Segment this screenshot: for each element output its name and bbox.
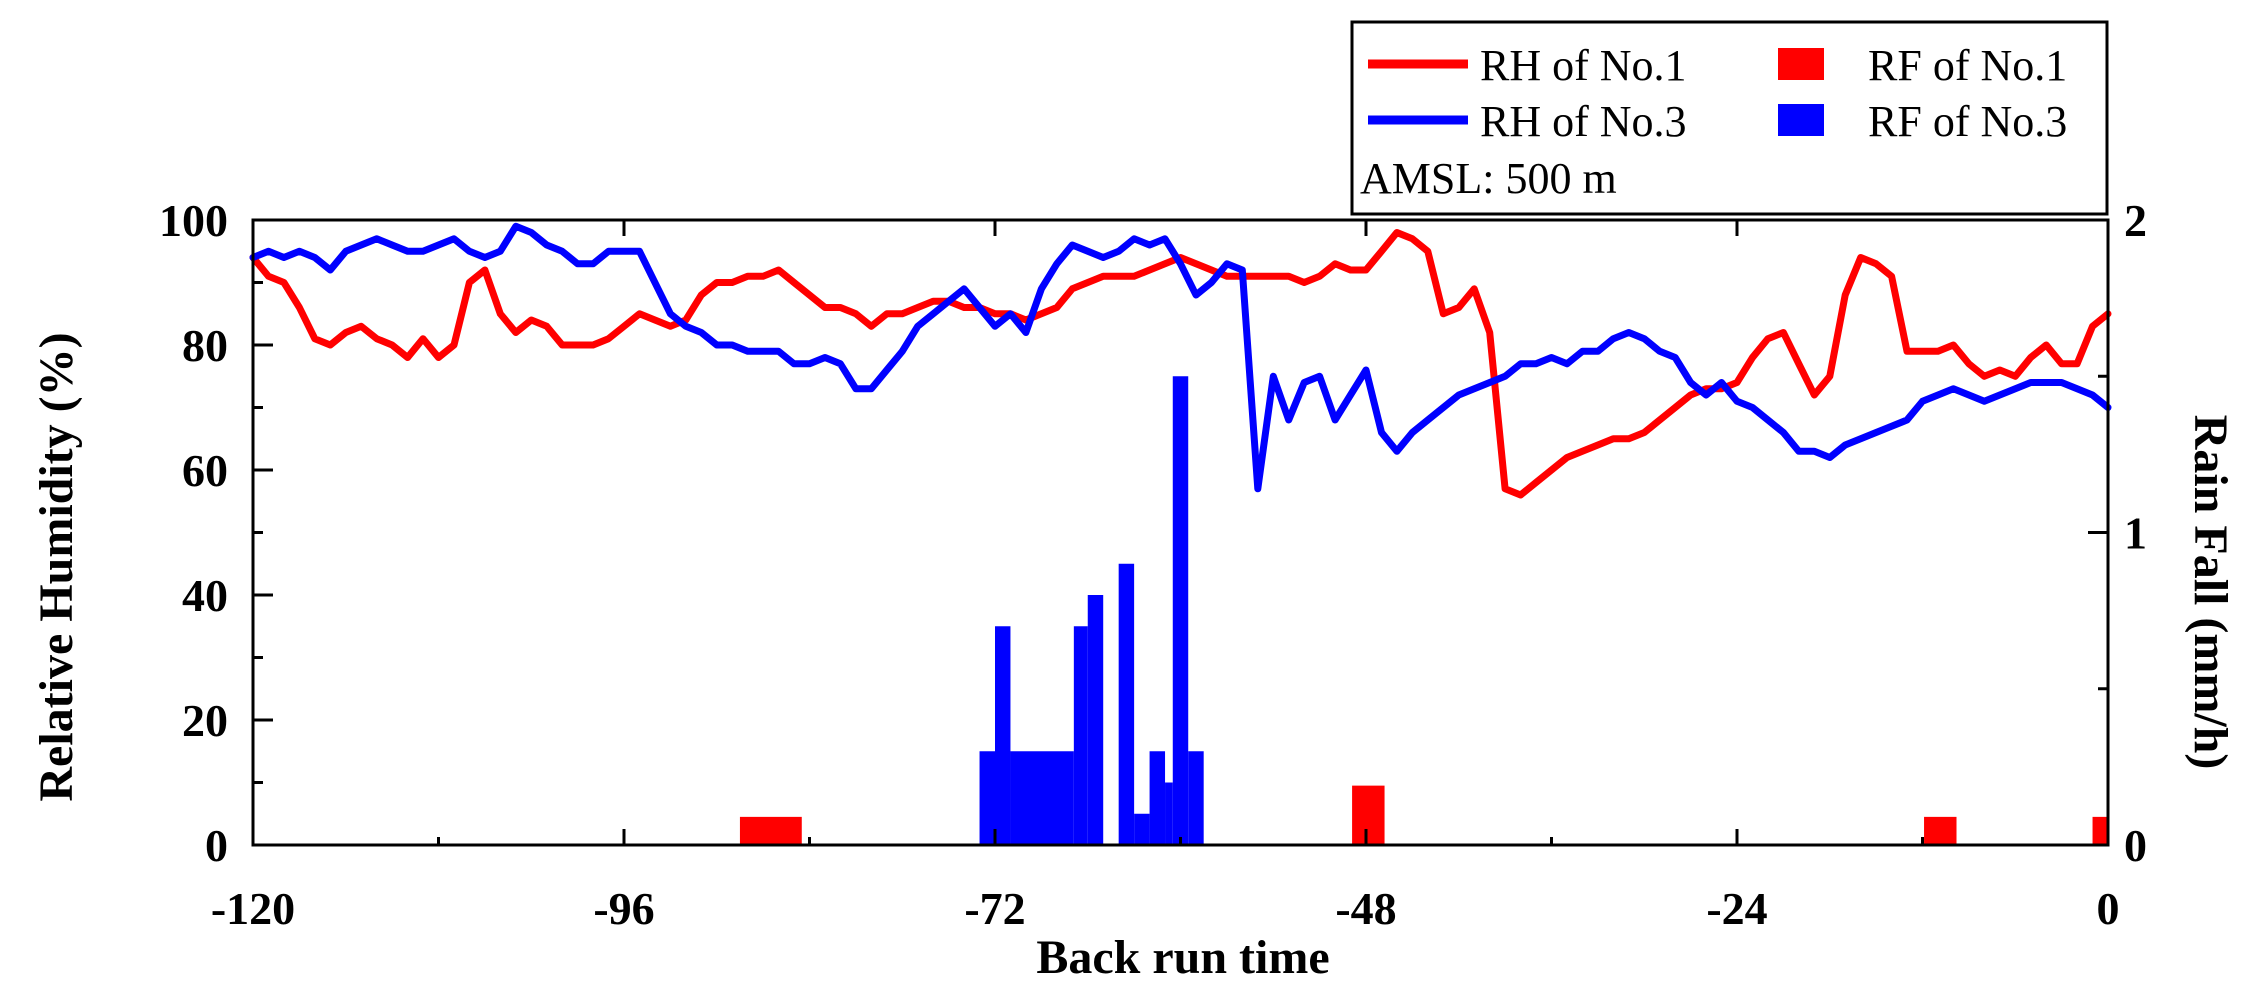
rf-of-no-3-bar-1 — [995, 626, 1011, 845]
legend-note-amsl: AMSL: 500 m — [1360, 154, 1617, 203]
legend-label-rf-no1: RF of No.1 — [1868, 41, 2067, 90]
rf-of-no-3-bar-7 — [1149, 751, 1166, 845]
y-tick-label-60: 60 — [182, 445, 228, 496]
x-tick-label--72: -72 — [964, 883, 1025, 934]
rf-of-no-3-bar-0 — [979, 751, 995, 845]
x-axis-title: Back run time — [1036, 931, 1329, 984]
legend-label-rh-no1: RH of No.1 — [1480, 41, 1687, 90]
y-tick-label-0: 0 — [205, 820, 228, 871]
legend-swatch-rf-no1 — [1778, 48, 1824, 80]
rf-of-no-1-bar-3 — [2092, 816, 2108, 845]
x-tick-label-0: 0 — [2097, 883, 2120, 934]
legend: RH of No.1 RF of No.1 RH of No.3 RF of N… — [1350, 20, 2109, 216]
rf-of-no-3-bar-5 — [1118, 563, 1135, 845]
rf-of-no-3-bar-4 — [1087, 595, 1104, 845]
y2-axis-title: Rain Fall (mm/h) — [2184, 415, 2237, 770]
legend-swatch-rf-no3 — [1778, 104, 1824, 136]
x-tick-label--96: -96 — [593, 883, 654, 934]
rf-of-no-3-bar-9 — [1172, 376, 1189, 845]
y2-tick-label-2: 2 — [2124, 195, 2147, 246]
x-tick-label--48: -48 — [1335, 883, 1396, 934]
rf-of-no-3-bar-10 — [1188, 751, 1204, 845]
y-axis-title: Relative Humidity (%) — [30, 332, 83, 801]
rf-of-no-1-bar-2 — [1924, 816, 1957, 845]
y-tick-label-40: 40 — [182, 570, 228, 621]
rf-of-no-1-bar-1 — [1352, 785, 1385, 845]
legend-box — [1350, 20, 2109, 216]
rh-of-no-3-line — [249, 222, 2112, 493]
rainfall-bars — [739, 376, 2108, 845]
legend-label-rf-no3: RF of No.3 — [1868, 97, 2067, 146]
rf-of-no-1-bar-0 — [739, 816, 802, 845]
y2-tick-label-0: 0 — [2124, 820, 2147, 871]
x-tick-label--120: -120 — [211, 883, 295, 934]
rf-of-no-3-bar-6 — [1134, 813, 1150, 845]
y2-tick-label-1: 1 — [2124, 508, 2147, 559]
x-tick-label--24: -24 — [1706, 883, 1767, 934]
y-tick-label-100: 100 — [159, 195, 228, 246]
y-tick-label-80: 80 — [182, 320, 228, 371]
legend-label-rh-no3: RH of No.3 — [1480, 97, 1687, 146]
rf-of-no-3-bar-3 — [1073, 626, 1088, 845]
rf-of-no-3-bar-2 — [1010, 751, 1074, 845]
rh-lines — [249, 222, 2112, 499]
rf-of-no-3-bar-8 — [1165, 782, 1173, 845]
y-tick-label-20: 20 — [182, 695, 228, 746]
